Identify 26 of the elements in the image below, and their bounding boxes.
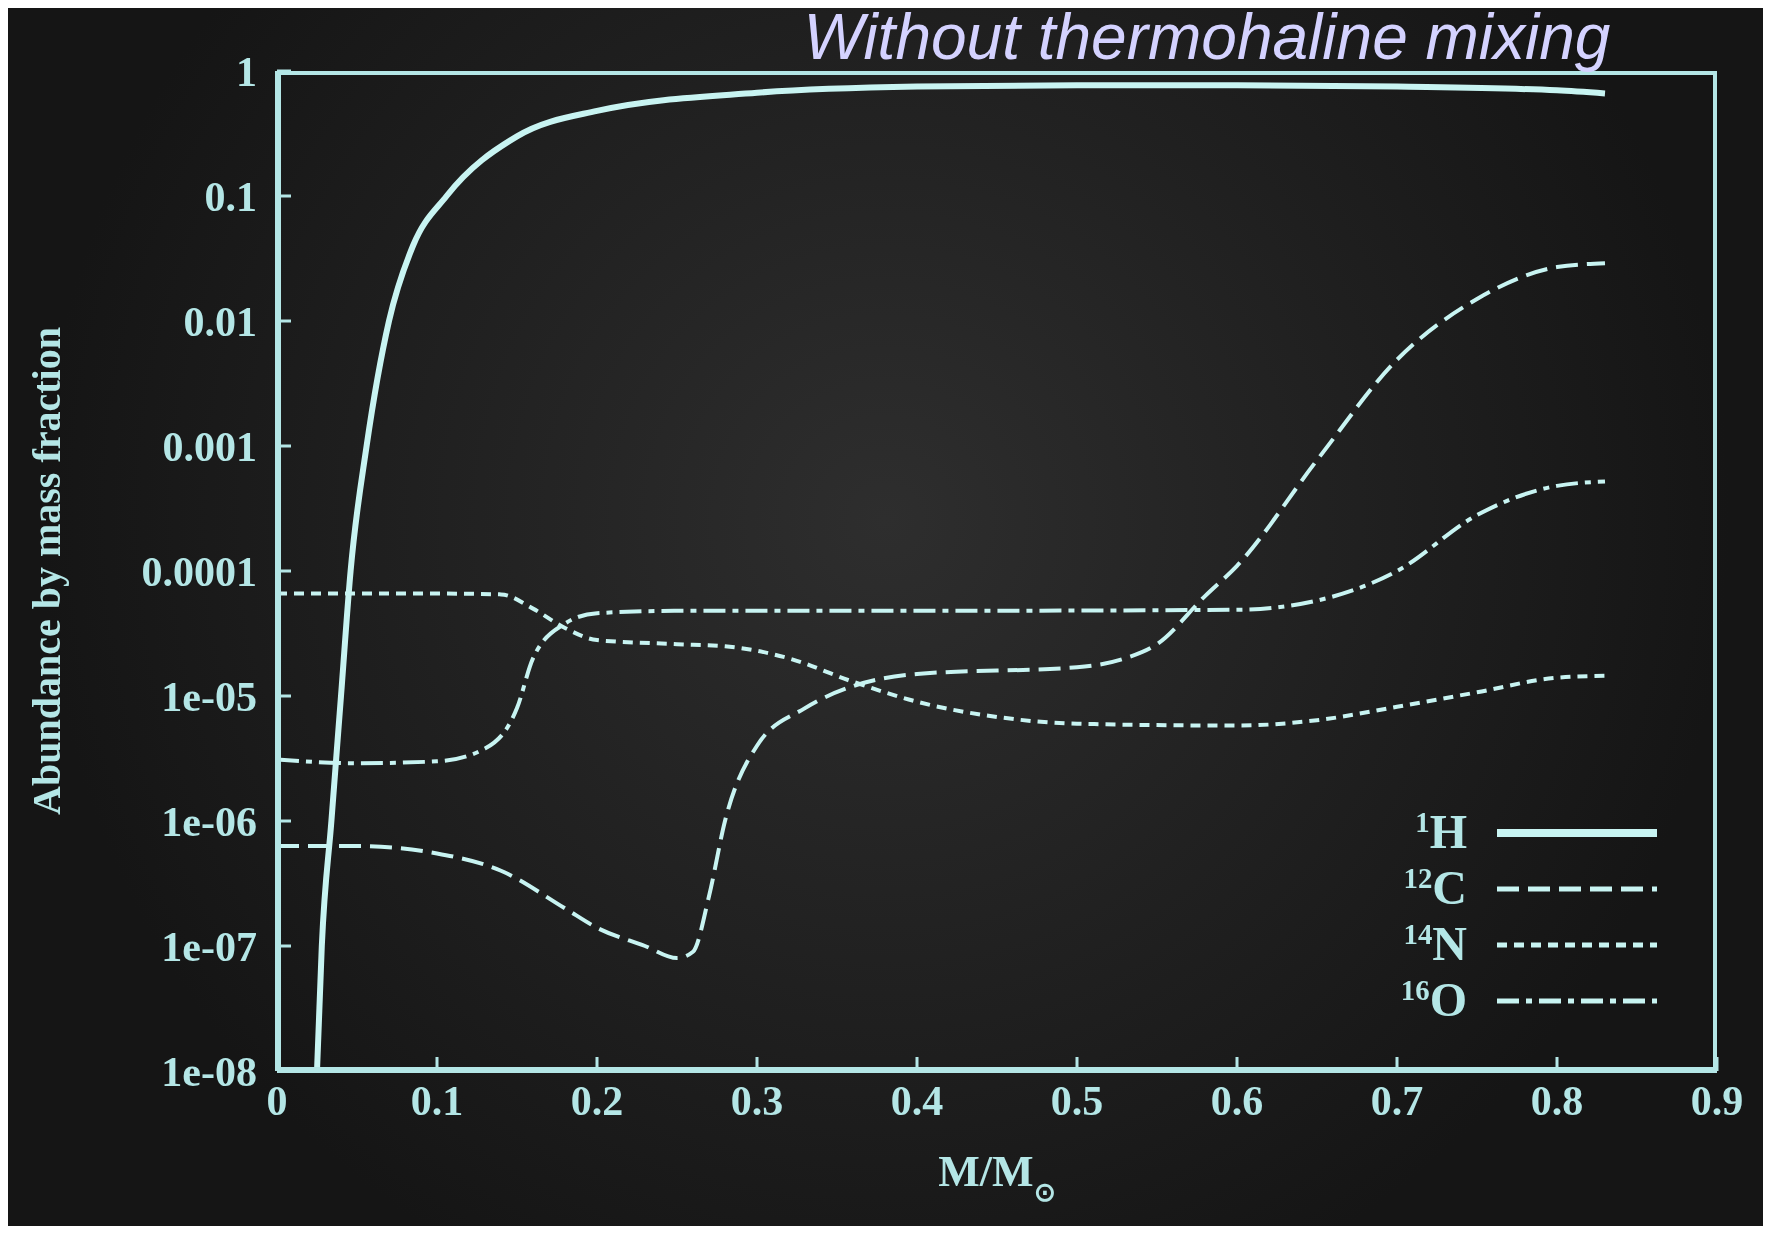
y-tick-label: 0.001 (162, 423, 257, 470)
chart-title: Without thermohaline mixing (802, 0, 1612, 74)
x-tick-label: 0 (266, 1077, 288, 1124)
x-tick-label: 0.5 (1050, 1077, 1104, 1124)
x-tick-label: 0.7 (1370, 1077, 1424, 1124)
legend-label: $^{16}$O (1400, 973, 1467, 1026)
x-tick-label: 0.1 (410, 1077, 464, 1124)
x-tick-label: 0.4 (890, 1077, 944, 1124)
y-tick-label: 1e-07 (161, 923, 257, 970)
legend-label: $^{14}$N (1403, 917, 1468, 970)
y-tick-label: 1 (236, 48, 257, 95)
y-tick-label: 1e-05 (161, 673, 257, 720)
x-tick-label: 0.8 (1530, 1077, 1584, 1124)
x-tick-label: 0.9 (1690, 1077, 1744, 1124)
y-tick-label: 0.0001 (141, 548, 257, 595)
y-tick-label: 0.01 (183, 298, 257, 345)
x-tick-label: 0.2 (570, 1077, 624, 1124)
legend-label: $^{1}$H (1415, 805, 1467, 858)
y-tick-label: 0.1 (204, 173, 257, 220)
y-tick-label: 1e-08 (161, 1048, 257, 1095)
x-tick-label: 0.3 (730, 1077, 784, 1124)
x-tick-label: 0.6 (1210, 1077, 1264, 1124)
y-axis-title: Abundance by mass fraction (24, 327, 69, 815)
y-tick-label: 1e-06 (161, 798, 257, 845)
legend-label: $^{12}$C (1403, 861, 1467, 914)
x-axis-title: M/M$_{⊙}$ (938, 1147, 1056, 1207)
